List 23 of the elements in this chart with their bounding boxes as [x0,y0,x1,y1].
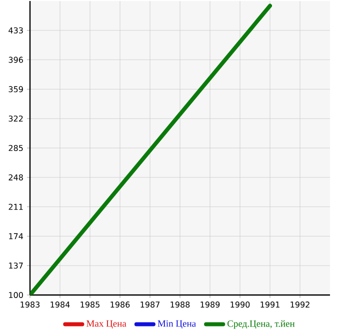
y-tick-label: 137 [9,262,23,269]
x-tick-label: 1992 [290,302,310,308]
y-tick-label: 100 [9,292,23,298]
y-tick-label: 285 [8,144,23,152]
y-tick-label: 322 [8,116,23,122]
y-tick-label: 211 [8,204,23,210]
y-tick-label: 433 [8,27,23,34]
legend-label: Min Цена [158,320,196,329]
y-tick-label: 359 [8,86,23,92]
x-tick-label: 1983 [20,302,40,308]
y-tick-label: 174 [9,233,24,240]
x-tick-label: 1991 [260,302,280,308]
x-tick-label: 1990 [230,302,250,308]
x-tick-label: 1988 [170,302,190,308]
y-tick-label: 248 [8,174,23,180]
x-tick-label: 1986 [110,302,130,308]
legend-label: Сред.Цена, т.йен [228,320,295,329]
x-tick-label: 1984 [50,302,70,308]
y-tick-label: 396 [8,56,23,63]
x-tick-label: 1989 [200,302,220,308]
x-tick-label: 1985 [80,302,100,308]
x-tick-label: 1987 [140,302,160,308]
legend-label: Max Цена [86,320,126,329]
